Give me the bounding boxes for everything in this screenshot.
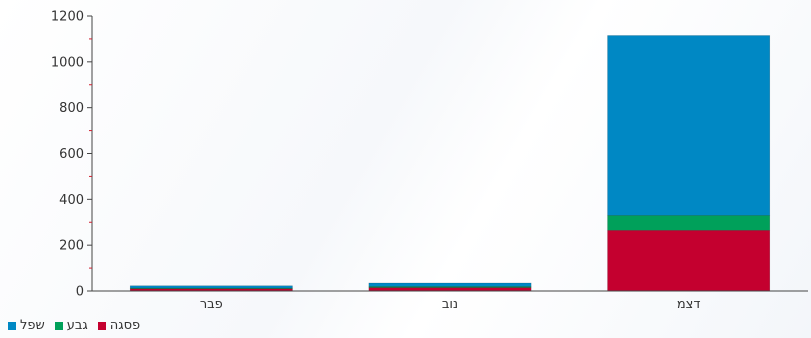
legend-label: פסגה bbox=[109, 318, 141, 333]
y-tick-label: 200 bbox=[59, 239, 84, 254]
x-category-label: פבר bbox=[200, 297, 223, 312]
bar-segment bbox=[129, 285, 293, 289]
x-category-label: דצמ bbox=[677, 297, 701, 312]
bar-segment bbox=[607, 35, 771, 216]
bar-segment bbox=[129, 287, 293, 289]
legend: פסגה גבע שפל bbox=[8, 318, 140, 333]
x-category-label: נוב bbox=[442, 297, 458, 312]
legend-label: שפל bbox=[20, 318, 45, 333]
y-tick-label: 400 bbox=[59, 193, 84, 208]
bar-segment bbox=[368, 287, 532, 292]
bar-segment bbox=[607, 215, 771, 231]
legend-item: פסגה bbox=[97, 318, 141, 333]
bar-segment bbox=[607, 230, 771, 292]
legend-swatch bbox=[97, 321, 106, 330]
y-tick-label: 1200 bbox=[51, 10, 84, 25]
y-tick-label: 600 bbox=[59, 147, 84, 162]
legend-swatch bbox=[54, 321, 63, 330]
legend-swatch bbox=[8, 321, 16, 330]
legend-label: גבע bbox=[66, 318, 88, 333]
legend-item: שפל bbox=[8, 318, 45, 333]
legend-item: גבע bbox=[54, 318, 88, 333]
bar-segment bbox=[368, 282, 532, 287]
y-tick-label: 1000 bbox=[51, 55, 84, 70]
y-tick-label: 800 bbox=[59, 101, 84, 116]
y-tick-label: 0 bbox=[76, 285, 84, 300]
